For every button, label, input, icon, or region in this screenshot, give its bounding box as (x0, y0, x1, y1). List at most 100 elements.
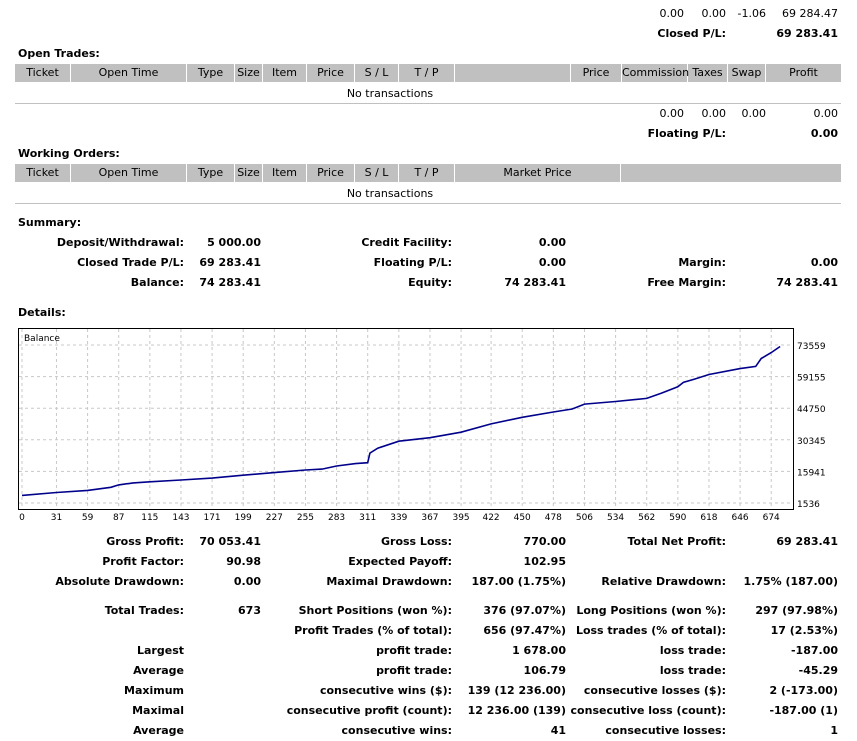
details-value-1: 70 053.41 (199, 535, 261, 548)
details-label-2: consecutive profit (count): (286, 704, 452, 717)
details-label-1: Maximal (132, 704, 184, 717)
closed-pl-value: 69 283.41 (776, 27, 838, 40)
x-tick-label: 450 (514, 513, 531, 522)
col-item: Item (263, 64, 307, 82)
details-value-3: 1.75% (187.00) (743, 575, 839, 588)
col-type: Type (187, 64, 235, 82)
free-margin-label: Free Margin: (647, 276, 726, 289)
details-label-2: Maximal Drawdown: (326, 575, 452, 588)
details-label-3: Loss trades (% of total): (575, 624, 726, 637)
balance-label: Balance: (130, 276, 184, 289)
open-trades-empty: No transactions (346, 87, 434, 100)
x-tick-label: 367 (421, 513, 438, 522)
x-tick-label: 143 (172, 513, 189, 522)
col-tp: T / P (399, 64, 455, 82)
details-label-3: Relative Drawdown: (601, 575, 726, 588)
x-tick-label: 562 (638, 513, 655, 522)
floating-pl-label: Floating P/L: (647, 127, 726, 140)
details-value-2: 187.00 (1.75%) (471, 575, 567, 588)
x-tick-label: 227 (266, 513, 283, 522)
col-swap: Swap (728, 64, 766, 82)
y-tick-label: 30345 (797, 437, 826, 447)
working-orders-title: Working Orders: (18, 147, 120, 160)
equity-label: Equity: (408, 276, 452, 289)
floating-label: Floating P/L: (373, 256, 452, 269)
details-label-1: Total Trades: (104, 604, 184, 617)
x-tick-label: 674 (763, 513, 780, 522)
x-tick-label: 255 (297, 513, 314, 522)
col-blank (621, 164, 841, 182)
x-tick-label: 87 (113, 513, 124, 522)
details-label-3: Long Positions (won %): (576, 604, 726, 617)
x-tick-label: 534 (607, 513, 624, 522)
col-size: Size (235, 64, 263, 82)
x-tick-label: 31 (51, 513, 62, 522)
closed-trade-label: Closed Trade P/L: (77, 256, 184, 269)
details-label-1: Gross Profit: (106, 535, 184, 548)
col-size: Size (235, 164, 263, 182)
open-trades-title: Open Trades: (18, 47, 100, 60)
chart-grid (19, 329, 793, 509)
details-value-3: -45.29 (798, 664, 838, 677)
details-label-2: profit trade: (376, 664, 452, 677)
details-label-2: Profit Trades (% of total): (294, 624, 452, 637)
x-tick-label: 506 (576, 513, 593, 522)
margin-value: 0.00 (810, 256, 838, 269)
col-sl: S / L (355, 164, 399, 182)
x-tick-label: 646 (731, 513, 748, 522)
margin-label: Margin: (678, 256, 726, 269)
details-label-3: loss trade: (659, 644, 726, 657)
y-tick-label: 73559 (797, 342, 826, 352)
open-trades-header: Ticket Open Time Type Size Item Price S … (15, 64, 841, 82)
chart-ticks: 1536 15941 30345 44750 59155 73559 0 31 59 87 115 1… (19, 342, 826, 522)
working-orders-empty: No transactions (346, 187, 434, 200)
col-open-time: Open Time (71, 164, 187, 182)
details-label-2: profit trade: (376, 644, 452, 657)
col-ticket: Ticket (15, 64, 71, 82)
details-label-1: Average (133, 724, 184, 737)
details-label-1: Average (133, 664, 184, 677)
details-label-3: Total Net Profit: (627, 535, 727, 548)
closed-pl-label: Closed P/L: (657, 27, 726, 40)
details-value-3: 297 (97.98%) (755, 604, 838, 617)
details-label-2: consecutive wins: (341, 724, 452, 737)
x-tick-label: 618 (700, 513, 717, 522)
details-value-2: 1 678.00 (512, 644, 566, 657)
details-value-1: 90.98 (226, 555, 261, 568)
details-value-2: 12 236.00 (139) (467, 704, 566, 717)
summary-title: Summary: (18, 216, 82, 229)
divider (15, 103, 841, 104)
details-value-1: 673 (238, 604, 261, 617)
details-label-1: Profit Factor: (102, 555, 184, 568)
details-value-2: 106.79 (523, 664, 566, 677)
col-taxes: Taxes (688, 64, 728, 82)
col-commission: Commission (622, 64, 689, 82)
details-value-3: 17 (2.53%) (770, 624, 838, 637)
col-sl: S / L (355, 64, 399, 82)
y-tick-label: 44750 (797, 405, 826, 415)
credit-label: Credit Facility: (361, 236, 452, 249)
x-tick-label: 339 (390, 513, 407, 522)
col-price: Price (307, 64, 355, 82)
details-value-3: -187.00 (1) (769, 704, 838, 717)
details-label-3: consecutive losses ($): (583, 684, 726, 697)
floating-value: 0.00 (538, 256, 566, 269)
x-tick-label: 199 (235, 513, 252, 522)
x-tick-label: 283 (328, 513, 345, 522)
top-total-4: 69 284.47 (782, 7, 838, 20)
col-blank (455, 64, 571, 82)
chart-plot-border (18, 328, 794, 510)
details-label-2: Gross Loss: (381, 535, 452, 548)
details-label-3: consecutive loss (count): (570, 704, 726, 717)
details-value-3: 1 (830, 724, 838, 737)
chart-title: Balance (24, 334, 60, 344)
x-tick-label: 422 (482, 513, 499, 522)
details-value-2: 376 (97.07%) (483, 604, 566, 617)
equity-value: 74 283.41 (504, 276, 566, 289)
details-label-1: Largest (137, 644, 184, 657)
deposit-value: 5 000.00 (207, 236, 261, 249)
details-value-2: 656 (97.47%) (483, 624, 566, 637)
x-tick-label: 59 (82, 513, 94, 522)
details-label-3: loss trade: (659, 664, 726, 677)
top-total-3: -1.06 (737, 7, 766, 20)
